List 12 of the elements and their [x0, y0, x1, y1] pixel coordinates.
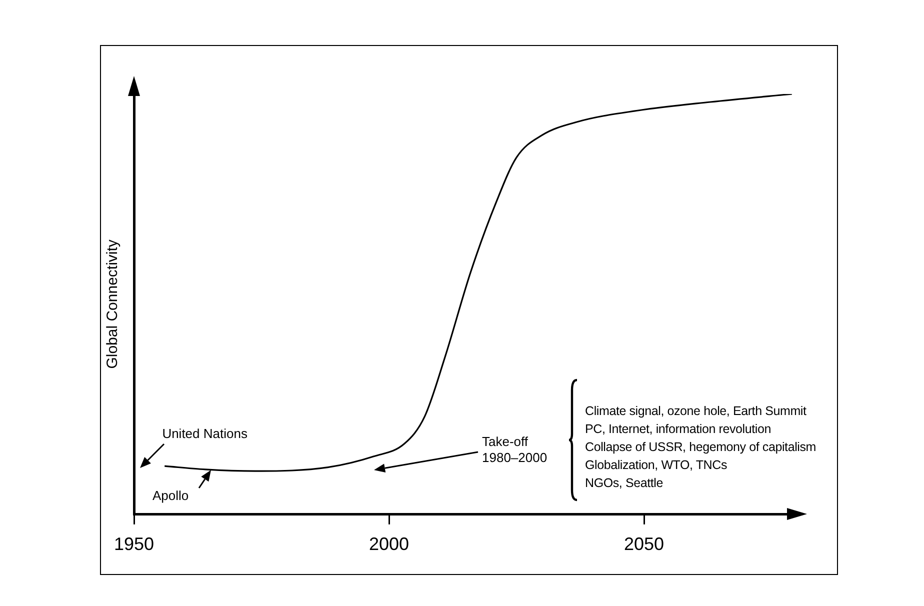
- y-axis-title: Global Connectivity: [104, 239, 122, 369]
- x-tick-label: 1950: [114, 534, 154, 554]
- annotation: Take-off 1980–2000: [482, 434, 548, 466]
- annotation: Apollo: [152, 488, 189, 504]
- annotation: Globalization, WTO, TNCs: [585, 457, 728, 474]
- annotation: United Nations: [162, 426, 248, 442]
- annotation: Collapse of USSR, hegemony of capitalism: [585, 439, 816, 456]
- x-tick-label: 2000: [368, 534, 410, 554]
- x-tick-label: 2050: [624, 534, 664, 554]
- annotation: PC, Internet, information revolution: [585, 421, 772, 438]
- annotation: Climate signal, ozone hole, Earth Summit: [585, 403, 808, 420]
- annotation: NGOs, Seattle: [585, 475, 664, 492]
